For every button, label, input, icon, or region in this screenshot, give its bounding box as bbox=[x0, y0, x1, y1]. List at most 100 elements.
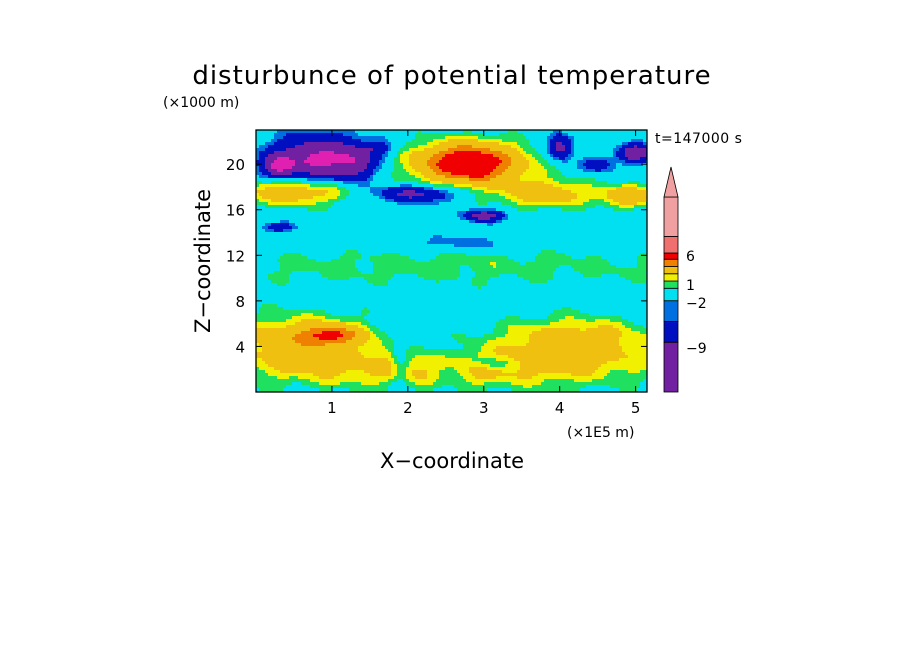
contour-cell bbox=[613, 166, 616, 169]
contour-cell bbox=[574, 232, 577, 235]
contour-cell bbox=[436, 184, 439, 187]
contour-cell bbox=[487, 187, 490, 190]
contour-cell bbox=[424, 193, 427, 196]
contour-cell bbox=[358, 181, 361, 184]
contour-cell bbox=[547, 196, 550, 199]
contour-cell bbox=[439, 178, 442, 181]
contour-cell bbox=[562, 145, 565, 148]
contour-cell bbox=[328, 136, 331, 139]
contour-cell bbox=[370, 235, 373, 238]
contour-cell bbox=[421, 172, 424, 175]
contour-cell bbox=[595, 190, 598, 193]
contour-cell bbox=[610, 238, 613, 241]
contour-cell bbox=[640, 205, 643, 208]
contour-cell bbox=[574, 226, 577, 229]
contour-cell bbox=[472, 178, 475, 181]
contour-cell bbox=[553, 187, 556, 190]
contour-cell bbox=[325, 217, 328, 220]
contour-cell bbox=[424, 163, 427, 166]
contour-cell bbox=[283, 166, 286, 169]
contour-cell bbox=[265, 181, 268, 184]
contour-cell bbox=[478, 175, 481, 178]
contour-cell bbox=[373, 199, 376, 202]
contour-cell bbox=[517, 229, 520, 232]
contour-cell bbox=[364, 226, 367, 229]
contour-cell bbox=[601, 220, 604, 223]
contour-cell bbox=[433, 172, 436, 175]
contour-cell bbox=[466, 160, 469, 163]
contour-cell bbox=[454, 154, 457, 157]
contour-cell bbox=[397, 208, 400, 211]
contour-cell bbox=[535, 238, 538, 241]
contour-cell bbox=[346, 184, 349, 187]
contour-cell bbox=[400, 202, 403, 205]
contour-cell bbox=[637, 214, 640, 217]
contour-cell bbox=[472, 214, 475, 217]
contour-cell bbox=[472, 223, 475, 226]
contour-cell bbox=[337, 187, 340, 190]
contour-cell bbox=[310, 214, 313, 217]
contour-cell bbox=[277, 178, 280, 181]
contour-cell bbox=[568, 139, 571, 142]
contour-cell bbox=[307, 175, 310, 178]
contour-cell bbox=[295, 199, 298, 202]
contour-cell bbox=[265, 133, 268, 136]
contour-cell bbox=[292, 184, 295, 187]
contour-cell bbox=[589, 145, 592, 148]
contour-cell bbox=[535, 154, 538, 157]
contour-cell bbox=[286, 205, 289, 208]
contour-cell bbox=[556, 154, 559, 157]
contour-cell bbox=[301, 175, 304, 178]
contour-cell bbox=[298, 217, 301, 220]
contour-cell bbox=[604, 163, 607, 166]
contour-cell bbox=[304, 223, 307, 226]
contour-cell bbox=[421, 193, 424, 196]
contour-cell bbox=[583, 148, 586, 151]
contour-cell bbox=[457, 175, 460, 178]
contour-cell bbox=[271, 229, 274, 232]
contour-cell bbox=[331, 166, 334, 169]
contour-cell bbox=[388, 154, 391, 157]
contour-cell bbox=[304, 238, 307, 241]
contour-cell bbox=[589, 220, 592, 223]
contour-cell bbox=[598, 214, 601, 217]
contour-cell bbox=[547, 166, 550, 169]
contour-cell bbox=[340, 178, 343, 181]
contour-cell bbox=[502, 208, 505, 211]
contour-cell bbox=[445, 133, 448, 136]
contour-cell bbox=[349, 157, 352, 160]
contour-cell bbox=[328, 208, 331, 211]
contour-cell bbox=[442, 139, 445, 142]
contour-cell bbox=[592, 193, 595, 196]
contour-cell bbox=[328, 172, 331, 175]
contour-cell bbox=[598, 136, 601, 139]
contour-cell bbox=[337, 184, 340, 187]
contour-cell bbox=[598, 133, 601, 136]
contour-cell bbox=[610, 181, 613, 184]
contour-cell bbox=[628, 205, 631, 208]
contour-cell bbox=[622, 163, 625, 166]
contour-cell bbox=[391, 172, 394, 175]
contour-cell bbox=[508, 184, 511, 187]
contour-cell bbox=[598, 184, 601, 187]
contour-cell bbox=[532, 139, 535, 142]
contour-cell bbox=[436, 211, 439, 214]
contour-cell bbox=[316, 223, 319, 226]
contour-cell bbox=[532, 238, 535, 241]
contour-cell bbox=[334, 148, 337, 151]
contour-cell bbox=[313, 208, 316, 211]
contour-cell bbox=[619, 205, 622, 208]
contour-cell bbox=[631, 202, 634, 205]
contour-cell bbox=[487, 136, 490, 139]
contour-cell bbox=[292, 172, 295, 175]
contour-cell bbox=[277, 241, 280, 244]
contour-cell bbox=[556, 169, 559, 172]
contour-cell bbox=[349, 139, 352, 142]
contour-cell bbox=[298, 136, 301, 139]
contour-cell bbox=[445, 226, 448, 229]
contour-cell bbox=[622, 190, 625, 193]
contour-cell bbox=[292, 232, 295, 235]
contour-cell bbox=[340, 205, 343, 208]
contour-cell bbox=[403, 133, 406, 136]
contour-cell bbox=[568, 202, 571, 205]
